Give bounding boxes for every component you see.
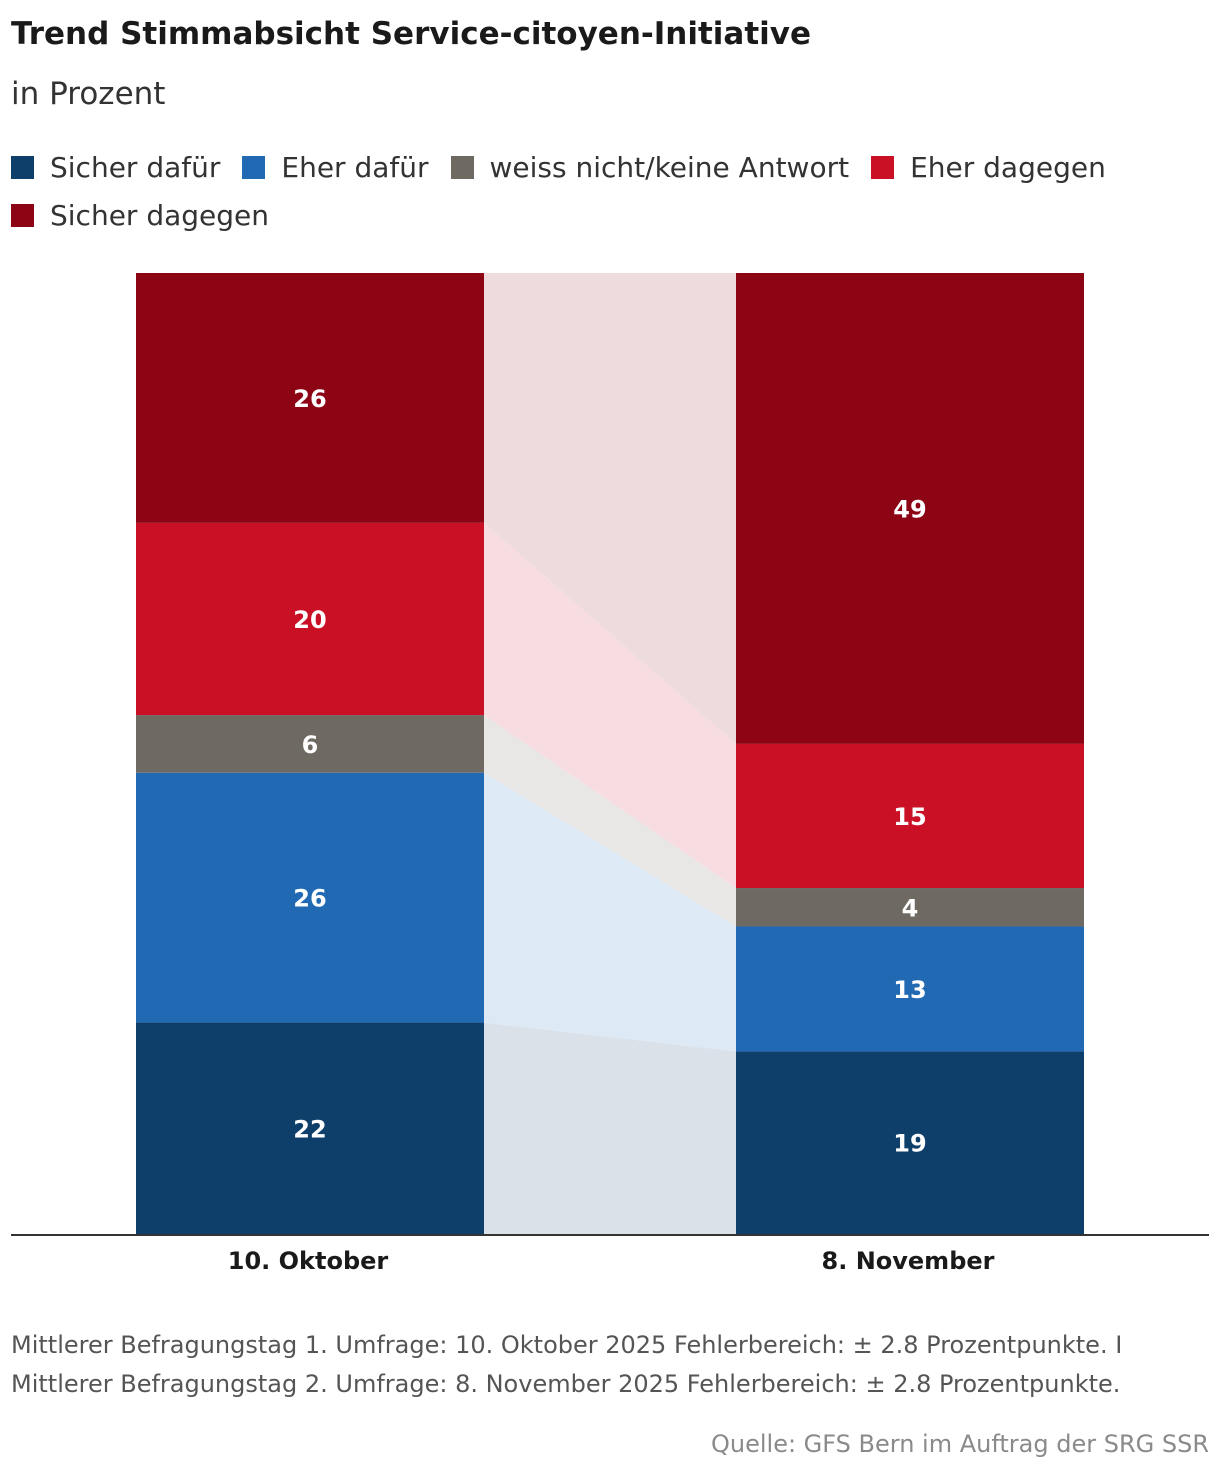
legend-label: Sicher dagegen [50, 198, 270, 232]
data-label: 13 [893, 976, 926, 1004]
bar-segment-eher-dagegen [136, 522, 484, 716]
legend-swatch [11, 203, 34, 227]
data-label: 22 [293, 1115, 326, 1143]
data-label: 4 [902, 894, 919, 922]
bar-segment-eher-dafuer [136, 772, 484, 1023]
source-note: Quelle: GFS Bern im Auftrag der SRG SSR [711, 1430, 1209, 1458]
legend-item-sicher-dagegen: Sicher dagegen [11, 191, 269, 239]
data-label: 15 [893, 803, 926, 831]
data-label: 26 [293, 885, 326, 913]
legend: Sicher dafür Eher dafür weiss nicht/keine … [11, 143, 1201, 239]
chart-subtitle: in Prozent [11, 76, 166, 112]
bar-segment-sicher-dafuer [736, 1051, 1084, 1234]
legend-label: Eher dagegen [910, 150, 1106, 184]
bar-segment-sicher-dagegen [736, 273, 1084, 744]
bar-segment-weiss-nicht [736, 888, 1084, 927]
bar-segment-weiss-nicht [136, 715, 484, 773]
legend-label: weiss nicht/keine Antwort [489, 150, 850, 184]
legend-item-eher-dafuer: Eher dafür [242, 143, 429, 191]
trend-band-weiss-nicht [484, 715, 736, 927]
legend-swatch [450, 155, 474, 179]
footnote: Mittlerer Befragungstag 1. Umfrage: 10. … [11, 1331, 1123, 1398]
data-label: 6 [302, 731, 319, 759]
chart-title: Trend Stimmabsicht Service-citoyen-Initi… [11, 16, 812, 52]
data-label: 49 [893, 495, 926, 523]
legend-label: Eher dafür [281, 150, 429, 184]
trend-band-sicher-dafuer [484, 1022, 736, 1234]
legend-swatch [871, 155, 895, 179]
stacked-bar-chart: 22 26 6 20 26 10. Oktober 19 13 4 15 49 8. November [11, 273, 1209, 1275]
legend-item-sicher-dafuer: Sicher dafür [11, 143, 220, 191]
bar-segment-eher-dafuer [736, 926, 1084, 1052]
data-label: 20 [293, 606, 326, 634]
bar-segment-sicher-dagegen [136, 273, 484, 523]
legend-item-eher-dagegen: Eher dagegen [871, 143, 1106, 191]
bar-segment-eher-dagegen [736, 743, 1084, 889]
category-label: 8. November [822, 1247, 995, 1275]
data-label: 26 [293, 385, 326, 413]
bar-segment-sicher-dafuer [136, 1022, 484, 1234]
category-label: 10. Oktober [228, 1247, 389, 1275]
legend-item-weiss-nicht: weiss nicht/keine Antwort [450, 143, 850, 191]
legend-swatch [11, 155, 34, 179]
data-label: 19 [893, 1130, 926, 1158]
trend-band-eher-dagegen [484, 522, 736, 889]
trend-band-sicher-dagegen [484, 273, 736, 744]
legend-label: Sicher dafür [50, 150, 221, 184]
legend-swatch [242, 155, 266, 179]
trend-band-eher-dafuer [484, 772, 736, 1052]
